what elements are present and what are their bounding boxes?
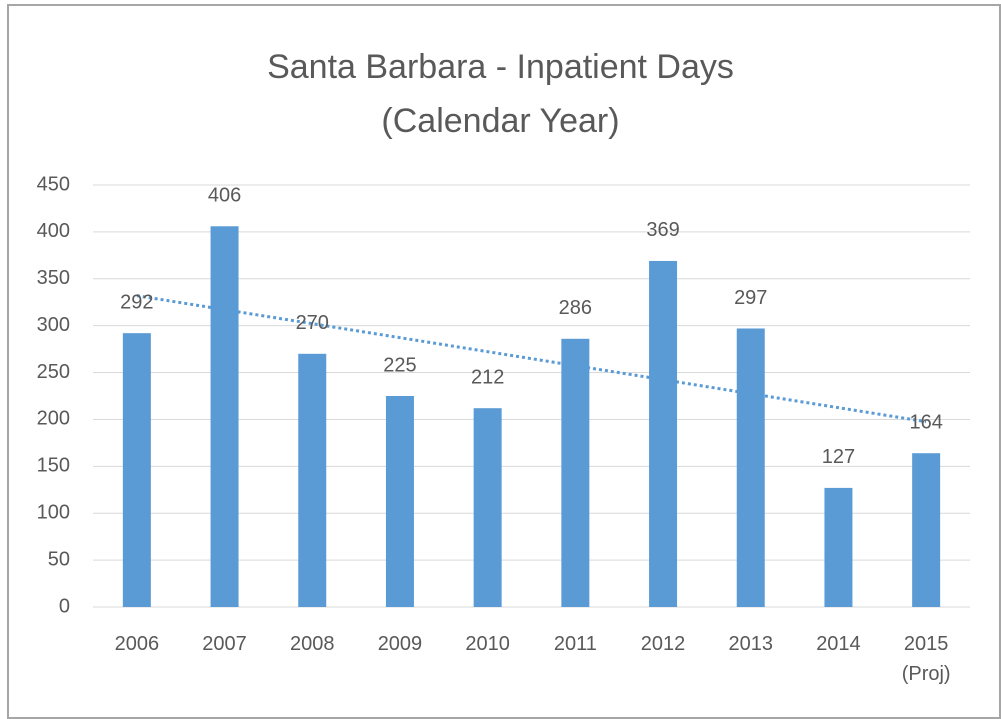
x-tick-label: 2007: [202, 633, 247, 655]
x-tick-label: 2009: [377, 633, 423, 655]
y-tick-label: 400: [37, 220, 70, 242]
y-tick-label: 100: [37, 502, 70, 524]
data-label: 286: [559, 297, 592, 319]
data-label: 297: [734, 287, 767, 309]
data-label: 164: [909, 411, 942, 433]
x-tick-label: 2013: [728, 633, 774, 655]
x-tick-label: 2006: [114, 633, 160, 655]
y-tick-label: 250: [37, 361, 70, 383]
bar: [298, 353, 327, 607]
bar: [736, 328, 765, 607]
y-tick-label: 450: [37, 173, 70, 195]
data-label: 292: [120, 291, 153, 313]
x-tick-label: 2010: [465, 633, 510, 655]
bar: [824, 487, 853, 607]
chart-title: Santa Barbara - Inpatient Days (Calendar…: [267, 48, 734, 140]
y-tick-label: 50: [48, 548, 70, 570]
x-tick-label: 2014: [816, 633, 861, 655]
y-tick-label: 350: [37, 267, 70, 289]
data-label: 369: [646, 219, 679, 241]
data-label: 127: [822, 446, 855, 468]
bar: [912, 453, 941, 607]
x-tick-label: 2008: [290, 633, 335, 655]
data-label: 225: [383, 354, 416, 376]
data-label: 212: [471, 366, 504, 388]
x-tick-label: 2015 (Proj): [901, 633, 951, 685]
data-label: 270: [296, 312, 329, 334]
trendline: [136, 294, 927, 424]
bar: [385, 396, 414, 607]
x-tick-label: 2012: [640, 633, 686, 655]
y-tick-label: 0: [59, 595, 70, 617]
y-tick-label: 200: [37, 408, 70, 430]
y-tick-label: 150: [37, 455, 70, 477]
x-tick-label: 2011: [553, 633, 597, 655]
bar: [210, 226, 239, 608]
bar: [122, 333, 151, 607]
bar: [649, 260, 678, 607]
data-label: 406: [208, 185, 241, 207]
bar: [561, 338, 590, 607]
bar: [473, 408, 502, 607]
y-tick-label: 300: [37, 314, 70, 336]
